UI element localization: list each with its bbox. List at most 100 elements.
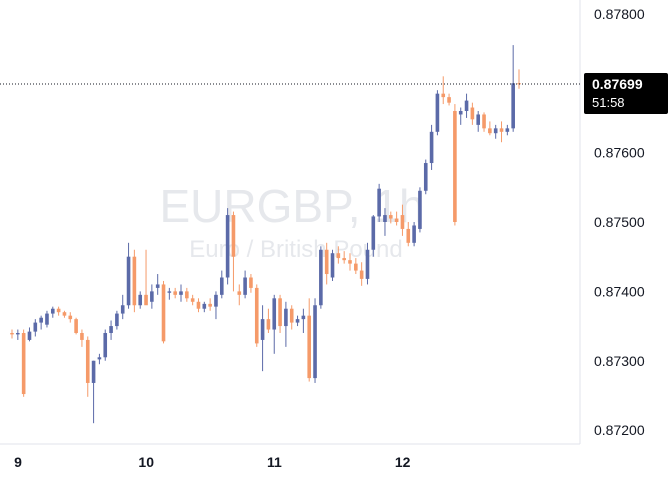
time-axis[interactable]: 9 10 11 12 [14, 454, 411, 470]
candle-body [476, 114, 481, 125]
candle-body [336, 253, 341, 259]
candle-body [179, 291, 183, 295]
candle-body [377, 188, 381, 217]
candles-series [10, 45, 521, 424]
candle-body [173, 291, 177, 295]
candle-body [441, 93, 446, 98]
candle-body [196, 301, 201, 309]
candle-body [493, 128, 498, 134]
candle-body [225, 215, 230, 278]
candle-body [50, 308, 55, 314]
candle-body [126, 256, 131, 306]
candle-body [190, 298, 195, 302]
candle-body [74, 319, 78, 333]
y-tick-label: 0.87800 [594, 6, 645, 22]
candle-body [62, 312, 67, 316]
candle-body [482, 114, 486, 129]
candle-body [85, 339, 90, 383]
candle-body [120, 305, 125, 314]
candle-body [266, 319, 271, 330]
candle-body [91, 360, 96, 383]
candle-body [348, 260, 352, 264]
x-tick-label: 12 [395, 454, 411, 470]
y-tick-label: 0.87400 [594, 283, 645, 299]
candle-body [394, 218, 399, 222]
candle-body [237, 291, 242, 295]
x-tick-label: 11 [267, 454, 282, 470]
candle-body [313, 305, 317, 379]
last-price-value: 0.87699 [592, 76, 643, 92]
candle-body [202, 303, 207, 309]
candle-body [383, 215, 387, 222]
candle-body [21, 333, 26, 395]
candle-body [80, 333, 84, 340]
candle-body [371, 216, 376, 250]
candle-body [16, 333, 20, 335]
candle-body [429, 131, 434, 164]
candle-body [27, 331, 32, 340]
candle-body [45, 313, 49, 325]
y-tick-label: 0.87600 [594, 145, 645, 161]
candle-body [453, 111, 457, 222]
candle-body [418, 190, 422, 229]
candle-body [342, 258, 346, 261]
candle-body [406, 228, 411, 243]
candle-body [161, 284, 166, 342]
candle-body [243, 277, 247, 295]
candle-body [214, 294, 218, 307]
candle-body [68, 315, 73, 320]
candle-body [400, 215, 405, 229]
candle-body [324, 249, 329, 275]
candle-body [249, 277, 253, 288]
candle-body [272, 298, 277, 330]
y-tick-label: 0.87500 [594, 214, 645, 230]
candle-body [435, 93, 440, 132]
candle-body [330, 253, 335, 278]
candle-body [97, 357, 102, 360]
candle-body [278, 298, 282, 327]
candle-body [284, 308, 288, 327]
candle-body [167, 291, 172, 293]
candle-body [365, 249, 370, 279]
candle-body [458, 111, 463, 115]
candle-body [109, 326, 113, 333]
x-tick-label: 9 [14, 454, 22, 470]
candle-body [511, 83, 515, 129]
last-price-marker: 0.87699 51:58 [0, 72, 668, 114]
candle-body [208, 303, 212, 307]
price-axis[interactable]: 0.87800 0.87600 0.87500 0.87400 0.87300 0.872… [594, 6, 645, 438]
candle-body [447, 97, 451, 103]
watermark-description: Euro / British Pound [189, 236, 402, 263]
candle-body [488, 128, 492, 134]
candle-body [39, 317, 43, 323]
candle-body [423, 163, 428, 191]
candle-body [103, 333, 108, 358]
candle-body [319, 249, 323, 306]
candle-body [359, 270, 364, 279]
y-tick-label: 0.87200 [594, 422, 645, 438]
candle-body [56, 308, 61, 313]
candle-body [289, 308, 294, 323]
x-tick-label: 10 [138, 454, 154, 470]
candle-body [132, 256, 137, 306]
candle-body [150, 291, 154, 302]
candle-body [155, 284, 160, 288]
candle-body [295, 319, 300, 323]
y-tick-label: 0.87300 [594, 353, 645, 369]
candle-body [219, 277, 224, 295]
candle-body [138, 294, 143, 306]
candle-body [470, 107, 475, 120]
candle-body [254, 287, 259, 344]
candle-body [33, 322, 38, 332]
last-price-tag [584, 72, 668, 114]
candle-body [307, 315, 312, 379]
candle-body [505, 128, 510, 132]
candle-body [144, 294, 148, 306]
candle-body [10, 333, 14, 335]
candle-body [464, 100, 469, 111]
candle-body [301, 315, 306, 320]
candle-body [115, 313, 119, 327]
candle-body [231, 215, 236, 257]
